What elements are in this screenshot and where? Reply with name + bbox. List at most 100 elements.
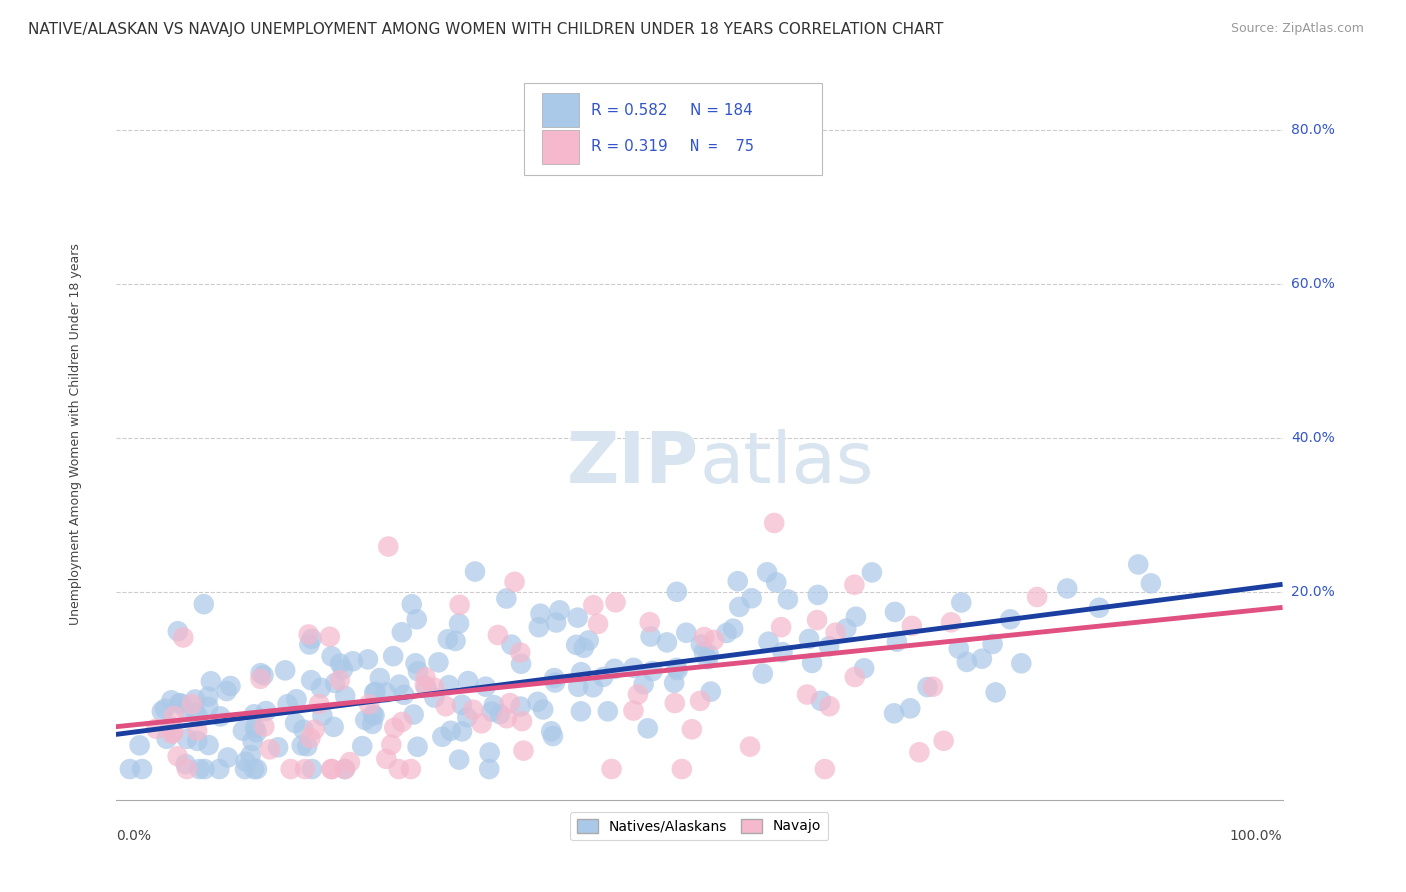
Point <box>835 622 858 636</box>
Point <box>249 672 271 686</box>
Point <box>392 688 415 702</box>
Text: atlas: atlas <box>699 429 873 498</box>
Point <box>301 632 323 646</box>
Point <box>176 731 198 746</box>
Point <box>824 625 846 640</box>
Point <box>572 640 595 655</box>
Point <box>703 632 725 647</box>
Point <box>586 616 609 631</box>
Text: NATIVE/ALASKAN VS NAVAJO UNEMPLOYMENT AMONG WOMEN WITH CHILDREN UNDER 18 YEARS C: NATIVE/ALASKAN VS NAVAJO UNEMPLOYMENT AM… <box>28 22 943 37</box>
Point <box>569 665 592 680</box>
Point <box>700 684 723 698</box>
Text: 60.0%: 60.0% <box>1291 277 1334 291</box>
Point <box>501 638 523 652</box>
Point <box>374 685 396 699</box>
Point <box>321 762 343 776</box>
Point <box>908 745 931 759</box>
Point <box>253 720 276 734</box>
Point <box>495 591 517 606</box>
Point <box>163 708 186 723</box>
Point <box>329 673 352 688</box>
Point <box>600 762 623 776</box>
Point <box>901 619 924 633</box>
Point <box>342 654 364 668</box>
Point <box>950 595 973 609</box>
Point <box>1026 590 1049 604</box>
Point <box>156 731 179 746</box>
Point <box>357 698 380 712</box>
Point <box>193 597 215 611</box>
Point <box>721 622 744 636</box>
Point <box>758 634 780 648</box>
Point <box>217 750 239 764</box>
Point <box>814 762 837 776</box>
Point <box>548 603 571 617</box>
Point <box>162 725 184 739</box>
Point <box>184 692 207 706</box>
Point <box>763 516 786 530</box>
Point <box>807 588 830 602</box>
Point <box>339 755 361 769</box>
Point <box>159 720 181 734</box>
Point <box>481 705 503 719</box>
Point <box>308 697 330 711</box>
Legend: Natives/Alaskans, Navajo: Natives/Alaskans, Navajo <box>569 812 828 840</box>
Point <box>451 724 474 739</box>
Point <box>406 739 429 754</box>
Point <box>567 610 589 624</box>
Point <box>818 640 841 654</box>
Point <box>197 699 219 714</box>
Point <box>444 634 467 648</box>
Point <box>321 762 343 776</box>
Point <box>153 702 176 716</box>
Point <box>319 630 342 644</box>
Point <box>662 676 685 690</box>
Point <box>546 615 568 630</box>
Point <box>208 762 231 776</box>
Point <box>363 708 385 723</box>
Point <box>565 638 588 652</box>
Point <box>509 699 531 714</box>
Text: N =  75: N = 75 <box>690 139 754 154</box>
Point <box>160 727 183 741</box>
Text: 0.0%: 0.0% <box>115 829 150 843</box>
Point <box>413 678 436 692</box>
Point <box>427 656 450 670</box>
Point <box>526 695 548 709</box>
Point <box>886 634 908 648</box>
Point <box>486 628 509 642</box>
Point <box>368 671 391 685</box>
Point <box>401 597 423 611</box>
Point <box>333 762 356 776</box>
Point <box>219 679 242 693</box>
Point <box>166 624 188 639</box>
Point <box>543 671 565 685</box>
Point <box>188 762 211 776</box>
Point <box>623 704 645 718</box>
Point <box>388 678 411 692</box>
Point <box>172 631 194 645</box>
Point <box>388 762 411 776</box>
Point <box>215 684 238 698</box>
Point <box>380 738 402 752</box>
Point <box>246 762 269 776</box>
Point <box>354 713 377 727</box>
Point <box>437 678 460 692</box>
Point <box>145 722 167 736</box>
Point <box>844 670 866 684</box>
Point <box>853 661 876 675</box>
Point <box>596 704 619 718</box>
Point <box>399 762 422 776</box>
Point <box>457 674 479 689</box>
Point <box>423 690 446 705</box>
Point <box>239 747 262 762</box>
FancyBboxPatch shape <box>541 94 579 127</box>
Point <box>357 652 380 666</box>
Point <box>540 724 562 739</box>
Point <box>169 697 191 711</box>
Point <box>921 680 943 694</box>
Point <box>638 615 661 629</box>
Point <box>665 584 688 599</box>
Point <box>197 690 219 704</box>
Point <box>541 729 564 743</box>
